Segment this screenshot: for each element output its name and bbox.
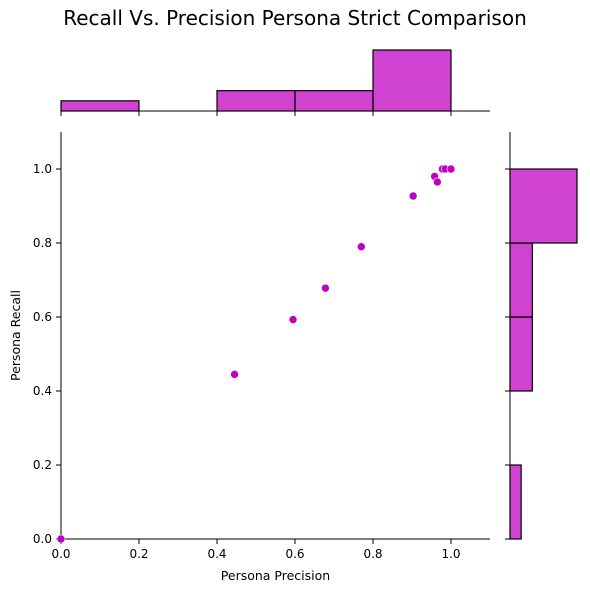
top-histogram-bar <box>294 90 374 112</box>
right-histogram-bar <box>509 316 533 392</box>
x-tick-label: 1.0 <box>441 547 460 561</box>
scatter-point <box>408 191 418 201</box>
right-histogram-bar <box>509 242 533 318</box>
top-histogram-bar <box>216 90 296 112</box>
y-tick-label: 0.6 <box>33 310 52 324</box>
x-tick-label: 0.4 <box>207 547 226 561</box>
x-axis-label: Persona Precision <box>221 568 330 583</box>
y-axis-label: Persona Recall <box>8 290 23 381</box>
right-histogram-bar <box>509 464 522 540</box>
top-histogram-bar <box>372 49 452 112</box>
x-tick-label: 0.0 <box>51 547 70 561</box>
scatter-point <box>321 283 330 293</box>
scatter-point <box>230 370 239 379</box>
y-tick-label: 0.8 <box>33 236 52 250</box>
x-tick-label: 0.2 <box>129 547 148 561</box>
chart-title: Recall Vs. Precision Persona Strict Comp… <box>63 6 527 30</box>
y-tick-label: 0.2 <box>33 458 52 472</box>
y-tick-label: 1.0 <box>33 162 52 176</box>
y-tick-label: 0.4 <box>33 384 52 398</box>
scatter-point <box>288 315 298 324</box>
right-histogram-bar <box>509 168 578 244</box>
scatter-point <box>356 242 366 251</box>
top-histogram-bar <box>60 100 140 112</box>
scatter-point <box>433 177 442 187</box>
scatter-point <box>446 164 456 174</box>
y-tick-label: 0.0 <box>33 532 52 546</box>
scatter-point <box>56 534 66 544</box>
x-tick-label: 0.8 <box>363 547 382 561</box>
x-tick-label: 0.6 <box>285 547 304 561</box>
